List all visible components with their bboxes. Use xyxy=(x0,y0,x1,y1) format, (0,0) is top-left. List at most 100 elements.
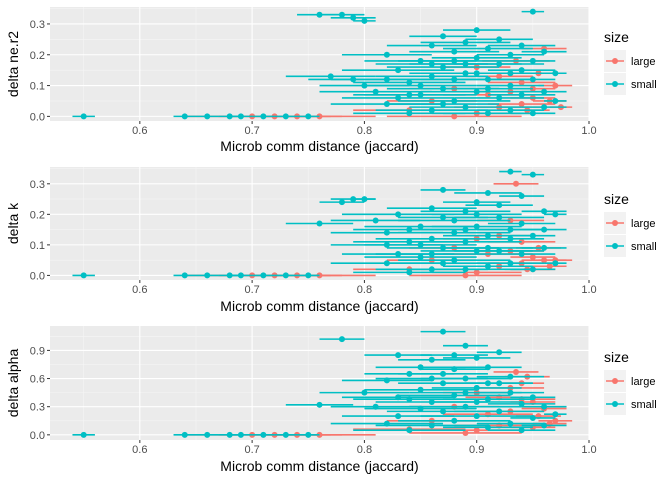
data-point xyxy=(440,101,447,108)
data-point xyxy=(484,110,491,117)
data-point xyxy=(395,352,402,359)
y-tick-label: 0.3 xyxy=(30,179,45,191)
data-point xyxy=(552,417,559,424)
y-axis-title: delta k xyxy=(5,202,21,244)
data-point xyxy=(260,431,267,438)
data-point xyxy=(507,82,514,89)
legend-label-small: small xyxy=(631,241,657,253)
data-point xyxy=(518,101,525,108)
data-point xyxy=(383,229,390,236)
legend-key-point xyxy=(612,378,618,384)
data-point xyxy=(473,399,480,405)
data-point xyxy=(513,368,520,375)
data-point xyxy=(518,427,525,434)
y-tick-label: 0.6 xyxy=(30,374,45,386)
y-tick-label: 0.3 xyxy=(30,19,45,31)
data-point xyxy=(496,94,503,101)
y-tick-label: 0.2 xyxy=(30,209,45,221)
data-point xyxy=(552,97,559,104)
data-point xyxy=(529,254,536,261)
data-layer xyxy=(72,328,573,438)
data-point xyxy=(451,257,458,264)
data-point xyxy=(204,113,211,120)
data-point xyxy=(451,417,458,424)
data-point xyxy=(406,110,413,117)
legend-key-point xyxy=(612,81,618,87)
data-point xyxy=(204,431,211,438)
data-point xyxy=(552,211,559,218)
data-point xyxy=(338,336,345,343)
data-point xyxy=(428,251,435,258)
legend-key-point xyxy=(612,58,618,64)
y-tick-label: 0.0 xyxy=(30,270,45,282)
data-point xyxy=(80,272,87,279)
x-tick-label: 0.7 xyxy=(244,284,259,296)
data-point xyxy=(316,401,323,408)
data-point xyxy=(383,76,390,83)
x-tick-label: 0.7 xyxy=(244,125,259,137)
data-point xyxy=(282,113,289,120)
data-point xyxy=(462,104,469,111)
data-point xyxy=(417,82,424,89)
x-tick-label: 1.0 xyxy=(581,284,596,296)
data-point xyxy=(451,392,458,399)
x-axis-title: Microb comm distance (jaccard) xyxy=(220,138,418,154)
data-point xyxy=(204,272,211,279)
data-point xyxy=(305,431,312,438)
data-point xyxy=(282,431,289,438)
data-point xyxy=(417,364,424,371)
x-tick-label: 0.6 xyxy=(132,444,147,456)
x-tick-label: 0.9 xyxy=(469,284,484,296)
series-small xyxy=(72,8,567,120)
x-tick-label: 0.6 xyxy=(132,284,147,296)
data-point xyxy=(260,272,267,279)
y-axis-title: delta alpha xyxy=(5,349,21,418)
data-point xyxy=(440,33,447,40)
data-point xyxy=(237,113,244,120)
data-point xyxy=(484,364,491,371)
data-point xyxy=(428,107,435,114)
data-point xyxy=(473,269,480,276)
data-point xyxy=(440,214,447,221)
data-point xyxy=(473,199,480,206)
data-point xyxy=(440,260,447,267)
data-point xyxy=(541,104,548,111)
data-point xyxy=(80,431,87,438)
data-point xyxy=(383,51,390,58)
data-point xyxy=(473,70,480,77)
series-small xyxy=(72,328,567,438)
data-point xyxy=(395,67,402,74)
data-point xyxy=(462,389,469,396)
data-point xyxy=(518,193,525,200)
data-point xyxy=(518,42,525,49)
data-point xyxy=(484,424,491,431)
data-point xyxy=(440,408,447,415)
data-point xyxy=(496,349,503,356)
data-point xyxy=(338,199,345,206)
data-point xyxy=(529,414,536,421)
data-point xyxy=(361,196,368,203)
data-point xyxy=(327,73,334,80)
panel-1: 0.6 0.7 0.8 0.9 1.0 0.0 0.1 0.2 0.3 Microb comm d… xyxy=(5,7,657,154)
data-point xyxy=(484,76,491,83)
legend-title: size xyxy=(604,349,629,365)
data-point xyxy=(484,396,491,403)
data-point xyxy=(395,94,402,101)
y-tick-label: 0.0 xyxy=(30,430,45,442)
data-point xyxy=(428,61,435,67)
data-point xyxy=(282,272,289,279)
data-point xyxy=(181,113,188,120)
y-tick-label: 0.2 xyxy=(30,50,45,62)
data-point xyxy=(552,82,559,89)
data-point xyxy=(507,168,514,175)
data-point xyxy=(529,110,536,117)
data-point xyxy=(237,272,244,279)
data-point xyxy=(417,254,424,261)
legend-title: size xyxy=(604,29,629,45)
data-point xyxy=(518,91,525,98)
data-point xyxy=(462,266,469,273)
data-point xyxy=(395,211,402,218)
data-point xyxy=(372,88,379,95)
